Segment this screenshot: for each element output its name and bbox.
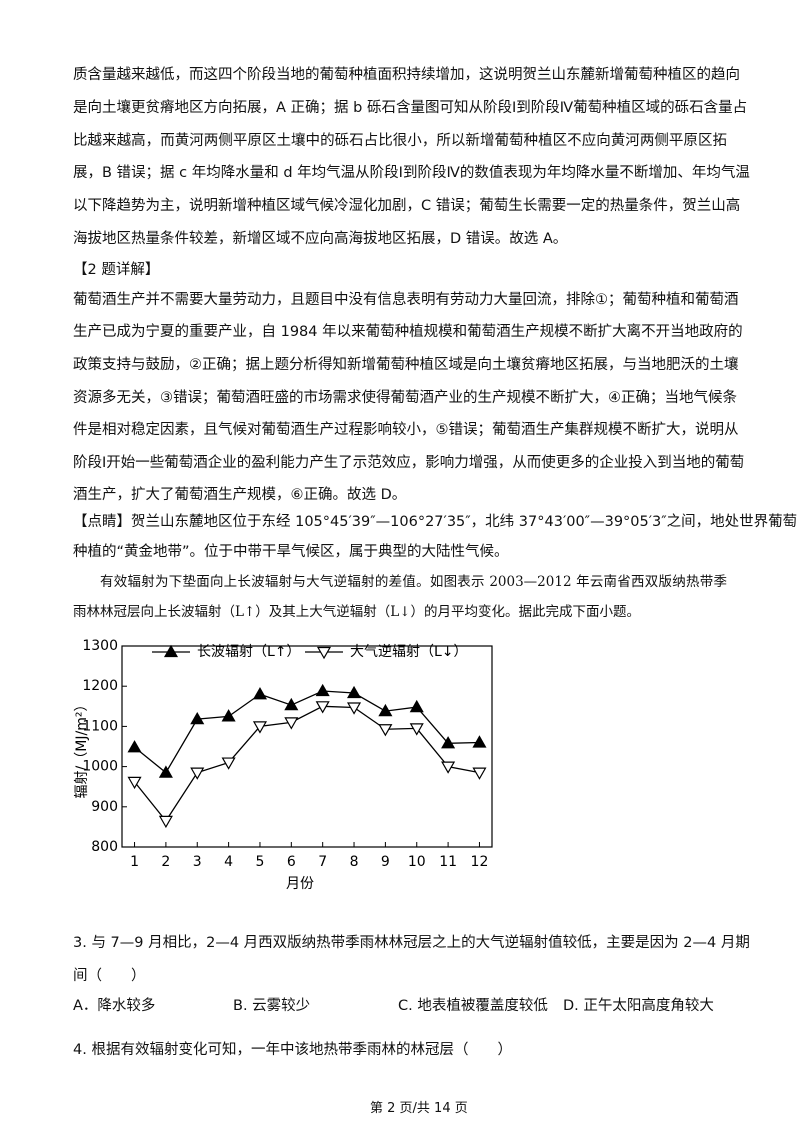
intro-line: 有效辐射为下垫面向上长波辐射与大气逆辐射的差值。如图表示 2003—2012 年… (100, 574, 727, 590)
x-tick-label: 1 (130, 854, 139, 870)
section-heading: 【2 题详解】 (73, 262, 160, 278)
legend-label: 大气逆辐射（L↓） (350, 644, 468, 660)
x-tick-label: 10 (408, 854, 426, 870)
data-point (409, 699, 424, 713)
y-axis-label: 辐射/（MJ/m²） (74, 698, 90, 799)
paragraph-line: 资源多无关，③错误；葡萄酒旺盛的市场需求使得葡萄酒产业的生产规模不断扩大，④正确… (73, 390, 737, 406)
legend-marker (316, 646, 332, 660)
option: D. 正午太阳高度角较大 (563, 998, 714, 1014)
data-point (441, 761, 456, 774)
data-point (441, 736, 456, 749)
y-tick-label: 900 (91, 799, 118, 815)
paragraph-line: 以下降趋势为主，说明新增种植区域气候冷湿化加剧，C 错误；葡萄生长需要一定的热量… (73, 198, 741, 214)
paragraph-line: 件是相对稳定因素，且气候对葡萄酒生产过程影响较小，⑤错误；葡萄酒生产集群规模不断… (73, 422, 739, 438)
data-point (472, 767, 487, 780)
data-point (472, 735, 487, 748)
data-point (127, 776, 142, 790)
x-tick-label: 5 (256, 854, 265, 870)
x-tick-label: 4 (224, 854, 233, 870)
data-point (221, 709, 236, 722)
data-point (315, 701, 330, 714)
question-line: 间（ ） (73, 968, 146, 984)
x-tick-label: 6 (287, 854, 296, 870)
paragraph-line: 展，B 错误；据 c 年均降水量和 d 年均气温从阶段Ⅰ到阶段Ⅳ的数值表现为年均… (73, 165, 750, 181)
intro-line: 雨林林冠层向上长波辐射（L↑）及其上大气逆辐射（L↓）的月平均变化。据此完成下面… (73, 604, 641, 620)
option: A．降水较多 (73, 998, 156, 1014)
data-point (127, 740, 142, 753)
paragraph-line: 是向土壤更贫瘠地区方向拓展，A 正确；据 b 砾石含量图可知从阶段Ⅰ到阶段Ⅳ葡萄… (73, 100, 748, 116)
data-point (190, 711, 205, 725)
data-point (346, 685, 362, 699)
data-point (315, 683, 330, 697)
data-point (252, 687, 268, 700)
x-tick-label: 8 (350, 854, 359, 870)
x-tick-label: 7 (318, 854, 327, 870)
legend-marker (163, 644, 179, 658)
note-line: 种植的“黄金地带”。位于中带干旱气候区，属于典型的大陆性气候。 (73, 544, 509, 560)
paragraph-line: 质含量越来越低，而这四个阶段当地的葡萄种植面积持续增加，这说明贺兰山东麓新增葡萄… (73, 67, 740, 83)
paragraph-line: 政策支持与鼓励，②正确；据上题分析得知新增葡萄种植区域是向土壤贫瘠地区拓展，与当… (73, 357, 739, 373)
y-tick-label: 800 (91, 839, 118, 855)
data-line (134, 690, 480, 774)
y-tick-label: 1100 (82, 718, 118, 734)
paragraph-line: 阶段Ⅰ开始一些葡萄酒企业的盈利能力产生了示范效应，影响力增强，从而使更多的企业投… (73, 455, 745, 471)
y-tick-label: 1000 (82, 759, 118, 775)
data-point (284, 697, 299, 711)
data-point (378, 703, 393, 717)
data-point (284, 717, 299, 730)
footer: 第 2 页/共 14 页 (370, 1101, 468, 1116)
option: C. 地表植被覆盖度较低 (398, 998, 548, 1014)
data-point (252, 721, 268, 734)
paragraph-line: 海拔地区热量条件较差，新增区域不应向高海拔地区拓展，D 错误。故选 A。 (73, 231, 568, 247)
note-line: 【点睛】贺兰山东麓地区位于东经 105°45′39″—106°27′35″，北纬… (73, 514, 798, 530)
question-line: 3. 与 7—9 月相比，2—4 月西双版纳热带季雨林林冠层之上的大气逆辐射值较… (73, 935, 750, 951)
paragraph-line: 生产已成为宁夏的重要产业，自 1984 年以来葡萄种植规模和葡萄酒生产规模不断扩… (73, 324, 743, 340)
data-point (346, 702, 362, 715)
data-point (409, 723, 424, 736)
x-tick-label: 11 (439, 854, 457, 870)
data-point (158, 815, 173, 829)
data-point (221, 757, 236, 770)
x-tick-label: 2 (161, 854, 170, 870)
paragraph-line: 比越来越高，而黄河两侧平原区土壤中的砾石占比很小，所以新增葡萄种植区不应向黄河两… (73, 133, 727, 149)
plot-frame (121, 645, 493, 848)
data-point (158, 765, 173, 778)
x-tick-label: 9 (381, 854, 390, 870)
paragraph-line: 酒生产，扩大了葡萄酒生产规模，⑥正确。故选 D。 (73, 487, 407, 503)
x-axis-label: 月份 (286, 876, 314, 892)
option: B. 云雾较少 (233, 998, 311, 1014)
y-tick-label: 1200 (82, 678, 118, 694)
legend-label: 长波辐射（L↑） (197, 644, 301, 660)
x-tick-label: 3 (193, 854, 202, 870)
y-tick-label: 1300 (82, 638, 118, 654)
paragraph-line: 葡萄酒生产并不需要大量劳动力，且题目中没有信息表明有劳动力大量回流，排除①；葡萄… (73, 292, 739, 308)
data-point (378, 724, 393, 737)
data-line (134, 705, 480, 822)
question-line: 4. 根据有效辐射变化可知，一年中该地热带季雨林的林冠层（ ） (73, 1042, 512, 1058)
data-point (190, 767, 205, 780)
x-tick-label: 12 (471, 854, 489, 870)
